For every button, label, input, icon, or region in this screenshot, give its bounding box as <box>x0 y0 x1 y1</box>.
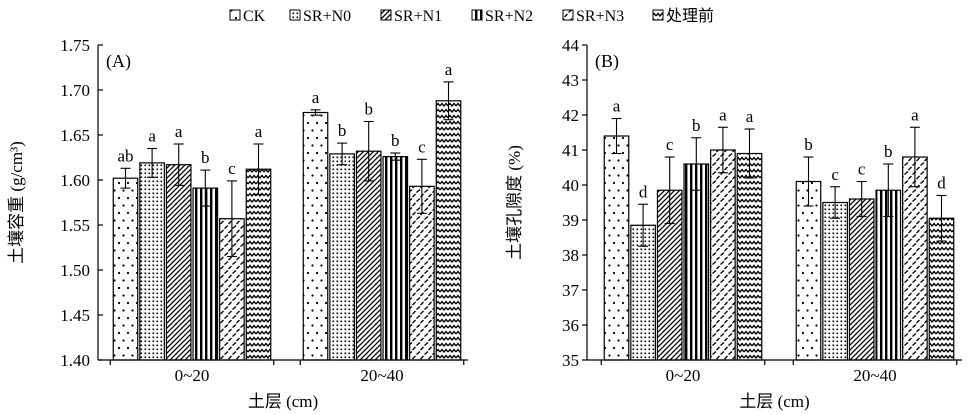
significance-letter: c <box>831 165 839 184</box>
x-axis-title: 土层 (cm) <box>739 392 809 411</box>
significance-letter: d <box>937 174 946 193</box>
y-tick-label: 42 <box>562 106 579 125</box>
significance-letter: a <box>746 107 754 126</box>
panel-a: 1.40 1.45 1.50 1.55 1.60 1.65 1.70 1.75 0~20 20~4… <box>6 36 468 411</box>
bar <box>875 189 902 361</box>
significance-letter: c <box>228 159 236 178</box>
bar <box>165 164 192 361</box>
legend-label-0: CK <box>243 8 266 25</box>
significance-letter: b <box>692 116 701 135</box>
significance-letter: ab <box>117 146 133 165</box>
legend: CK SR+N0 SR+N1 SR+N2 SR+N3 处理前 <box>229 7 714 25</box>
significance-letter: a <box>719 105 727 124</box>
bar <box>329 153 355 361</box>
y-axis-title: 土壤容重 (g/cm³) <box>6 141 26 264</box>
bar <box>245 168 272 361</box>
significance-letter: c <box>666 135 674 154</box>
bar <box>822 201 848 361</box>
panel-label: (B) <box>595 51 619 72</box>
y-tick-label: 1.45 <box>60 306 90 325</box>
bar <box>302 111 329 361</box>
panel-label: (A) <box>106 51 131 72</box>
significance-letter: c <box>858 160 866 179</box>
bar <box>139 162 165 361</box>
significance-letter: a <box>175 122 183 141</box>
y-tick-label: 1.60 <box>60 171 90 190</box>
y-tick-label: 1.65 <box>60 126 90 145</box>
significance-letter: a <box>613 97 621 116</box>
significance-letter: a <box>445 60 453 79</box>
y-tick-label: 1.75 <box>60 36 90 55</box>
bar <box>603 135 630 361</box>
bar <box>902 156 928 361</box>
bar <box>382 156 409 361</box>
bar <box>710 149 736 361</box>
significance-letter: a <box>148 127 156 146</box>
bar <box>630 224 656 361</box>
significance-letter: b <box>338 121 347 140</box>
y-tick-label: 38 <box>562 246 579 265</box>
legend-label-1: SR+N0 <box>303 8 351 25</box>
legend-swatch-5 <box>652 9 664 21</box>
y-tick-label: 36 <box>562 316 579 335</box>
y-tick-label: 41 <box>562 141 579 160</box>
bar <box>848 198 875 361</box>
bar <box>192 187 219 361</box>
significance-letter: b <box>201 148 210 167</box>
legend-swatch-1 <box>289 9 301 21</box>
bar <box>435 100 462 361</box>
legend-swatch-2 <box>380 9 392 21</box>
bar <box>683 163 710 361</box>
significance-letter: c <box>418 137 426 156</box>
bar <box>928 217 955 361</box>
significance-letter: a <box>255 122 263 141</box>
significance-letter: d <box>639 182 648 201</box>
significance-letter: b <box>884 142 893 161</box>
y-tick-label: 39 <box>562 211 579 230</box>
bar <box>112 177 139 361</box>
x-tick-label: 0~20 <box>175 366 210 385</box>
y-tick-label: 1.70 <box>60 81 90 100</box>
y-tick-label: 44 <box>562 36 580 55</box>
x-tick-label: 20~40 <box>853 366 896 385</box>
bar <box>736 152 763 361</box>
y-tick-label: 1.55 <box>60 216 90 235</box>
x-axis-title: 土层 (cm) <box>248 392 318 411</box>
panel-b: 35 36 37 38 39 40 41 42 43 44 0~20 20~40 土层 (cm) 土壤孔隙… <box>504 36 962 411</box>
significance-letter: b <box>804 135 813 154</box>
y-tick-label: 37 <box>562 281 580 300</box>
y-tick-label: 43 <box>562 71 579 90</box>
significance-letter: b <box>364 100 373 119</box>
y-tick-label: 1.50 <box>60 261 90 280</box>
y-tick-label: 1.40 <box>60 351 90 370</box>
significance-letter: a <box>911 105 919 124</box>
legend-swatch-3 <box>471 9 483 21</box>
legend-label-5: 处理前 <box>666 7 714 25</box>
bar <box>795 180 822 361</box>
legend-label-3: SR+N2 <box>485 8 533 25</box>
x-tick-label: 20~40 <box>360 366 403 385</box>
x-tick-label: 0~20 <box>666 366 701 385</box>
legend-label-4: SR+N3 <box>576 8 624 25</box>
significance-letter: a <box>312 88 320 107</box>
legend-swatch-4 <box>562 9 574 21</box>
significance-letter: b <box>391 131 400 150</box>
y-axis-title: 土壤孔隙度 (%) <box>504 145 524 260</box>
legend-label-2: SR+N1 <box>394 8 442 25</box>
y-tick-label: 35 <box>562 351 579 370</box>
bar <box>355 150 382 361</box>
legend-swatch-0 <box>229 9 241 21</box>
y-tick-label: 40 <box>562 176 579 195</box>
